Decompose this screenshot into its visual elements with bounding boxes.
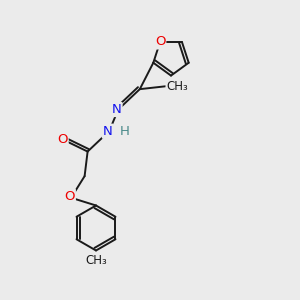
- Text: O: O: [57, 133, 68, 146]
- Text: N: N: [112, 103, 122, 116]
- Text: CH₃: CH₃: [85, 254, 107, 267]
- Text: CH₃: CH₃: [167, 80, 188, 93]
- Text: O: O: [155, 35, 165, 49]
- Text: O: O: [64, 190, 75, 203]
- Text: N: N: [103, 124, 112, 138]
- Text: H: H: [120, 124, 130, 138]
